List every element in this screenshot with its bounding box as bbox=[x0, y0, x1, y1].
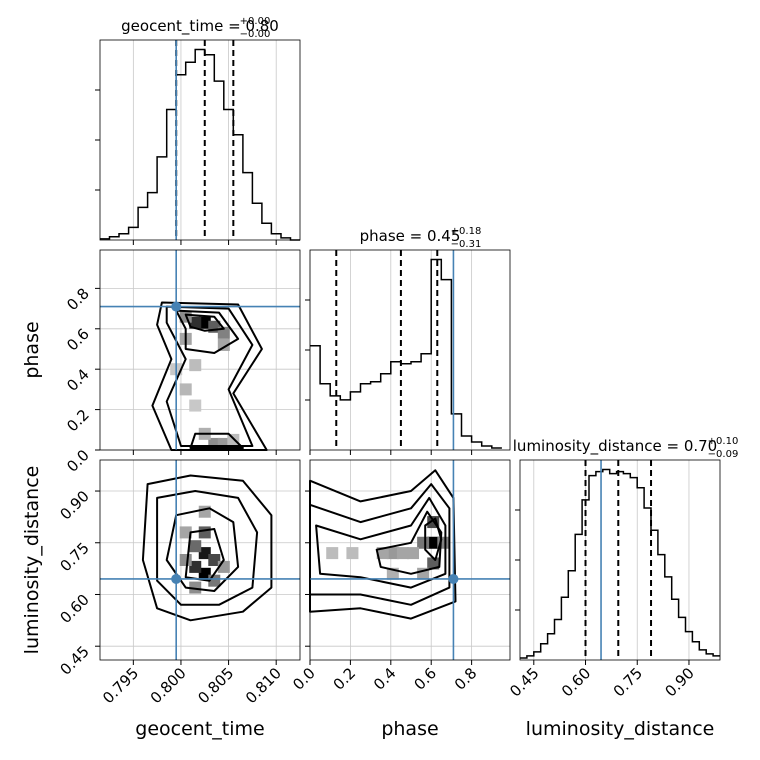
x-axis-label-luminosity-distance: luminosity_distance bbox=[526, 718, 715, 740]
density-cell bbox=[189, 316, 202, 329]
histogram-luminosity_distance bbox=[520, 468, 720, 659]
truth-point bbox=[448, 573, 459, 584]
x-tick-label: 0.805 bbox=[194, 664, 237, 707]
contour-line bbox=[375, 510, 443, 575]
panel-frame bbox=[99, 459, 301, 661]
title-luminosity-distance-plus: +0.10 bbox=[708, 436, 739, 447]
density-cell bbox=[179, 554, 192, 566]
density-cell bbox=[427, 557, 440, 570]
density-cell bbox=[217, 338, 230, 351]
title-phase: phase = 0.45+0.18 −0.31 bbox=[360, 226, 482, 250]
density-cell bbox=[208, 554, 221, 566]
truth-point bbox=[171, 573, 182, 584]
title-luminosity-distance-minus: −0.09 bbox=[708, 449, 739, 460]
y-tick-label: 0.2 bbox=[63, 406, 93, 436]
x-axis-label-geocent-time: geocent_time bbox=[135, 718, 264, 740]
title-phase-minus: −0.31 bbox=[451, 239, 482, 250]
density-cell bbox=[198, 316, 211, 329]
x-tick-label: 0.2 bbox=[330, 664, 360, 694]
density-cell bbox=[198, 547, 211, 560]
density-cell bbox=[396, 547, 409, 560]
y-axis-label-phase: phase bbox=[21, 321, 43, 378]
y-tick-label: 0.6 bbox=[63, 325, 93, 355]
title-geocent-time-plus: +0.00 bbox=[240, 16, 271, 27]
density-cell bbox=[179, 383, 192, 396]
x-tick-label: 0.75 bbox=[610, 664, 646, 700]
x-tick-label: 0.0 bbox=[289, 664, 319, 694]
panel-frame bbox=[99, 39, 301, 241]
axis-ticks bbox=[95, 89, 690, 665]
contour-line bbox=[424, 517, 443, 561]
density-cell bbox=[189, 581, 202, 594]
panel-frame bbox=[99, 249, 301, 451]
density-cell bbox=[346, 547, 359, 560]
panel-frame bbox=[309, 459, 511, 661]
truth-markers bbox=[100, 40, 602, 660]
density-cell bbox=[189, 540, 202, 553]
contour-line bbox=[309, 469, 457, 620]
x-tick-label: 0.810 bbox=[242, 664, 285, 707]
x-tick-label: 0.795 bbox=[99, 664, 142, 707]
density-cell bbox=[198, 567, 211, 580]
y-tick-label: 0.75 bbox=[56, 539, 92, 575]
title-geocent-time: geocent_time = 0.80+0.00 −0.00 bbox=[121, 16, 279, 40]
panel-frame bbox=[309, 249, 511, 451]
density-cell bbox=[179, 526, 192, 539]
marginal-histograms bbox=[100, 48, 720, 659]
panel-frame bbox=[519, 459, 721, 661]
contour-line bbox=[309, 483, 451, 606]
contour-line bbox=[156, 490, 259, 606]
truth-point bbox=[171, 301, 182, 312]
title-luminosity-distance: luminosity_distance = 0.70+0.10 −0.09 bbox=[513, 436, 739, 460]
y-tick-label: 0.8 bbox=[63, 284, 93, 314]
y-axis-label-luminosity-distance: luminosity_distance bbox=[21, 466, 43, 655]
panel-frames bbox=[99, 39, 721, 661]
y-tick-label: 0.0 bbox=[63, 446, 93, 476]
density-cell bbox=[189, 560, 202, 573]
density-cell bbox=[427, 536, 440, 549]
quantile-lines bbox=[175, 40, 653, 660]
title-luminosity-distance-median: 0.70 bbox=[684, 437, 717, 455]
y-tick-label: 0.45 bbox=[56, 642, 92, 678]
title-geocent-time-minus: −0.00 bbox=[240, 29, 271, 40]
density-cell bbox=[198, 505, 211, 518]
density-cell bbox=[386, 547, 399, 560]
density-cell bbox=[198, 526, 211, 539]
contour-line bbox=[189, 432, 244, 449]
x-tick-label: 0.6 bbox=[410, 664, 440, 694]
histogram-phase bbox=[310, 258, 502, 449]
title-luminosity-distance-param: luminosity_distance bbox=[513, 437, 662, 456]
y-tick-label: 0.60 bbox=[56, 591, 92, 627]
contour-line bbox=[141, 474, 273, 622]
density-cell bbox=[407, 547, 420, 560]
title-phase-param: phase bbox=[360, 227, 405, 245]
x-tick-label: 0.8 bbox=[451, 664, 481, 694]
density-cell bbox=[189, 359, 202, 372]
contour-line bbox=[315, 496, 447, 589]
density-cell bbox=[417, 536, 430, 549]
density-cell bbox=[189, 399, 202, 412]
x-axis-label-phase: phase bbox=[381, 718, 438, 740]
title-phase-median: 0.45 bbox=[427, 227, 460, 245]
contour-line bbox=[175, 309, 240, 354]
x-tick-label: 0.45 bbox=[506, 664, 542, 700]
contour-line bbox=[184, 313, 225, 332]
x-tick-label: 0.60 bbox=[558, 664, 594, 700]
y-tick-label: 0.90 bbox=[56, 487, 92, 523]
title-phase-plus: +0.18 bbox=[451, 226, 482, 237]
x-tick-label: 0.90 bbox=[661, 664, 697, 700]
density-cell bbox=[326, 547, 339, 560]
title-geocent-time-param: geocent_time bbox=[121, 17, 223, 36]
title-geocent-time-median: 0.80 bbox=[245, 17, 278, 35]
x-tick-label: 0.4 bbox=[370, 664, 400, 694]
y-tick-label: 0.4 bbox=[63, 365, 93, 395]
x-tick-label: 0.800 bbox=[147, 664, 190, 707]
contour-line bbox=[184, 528, 225, 582]
histogram-geocent_time bbox=[100, 48, 300, 241]
